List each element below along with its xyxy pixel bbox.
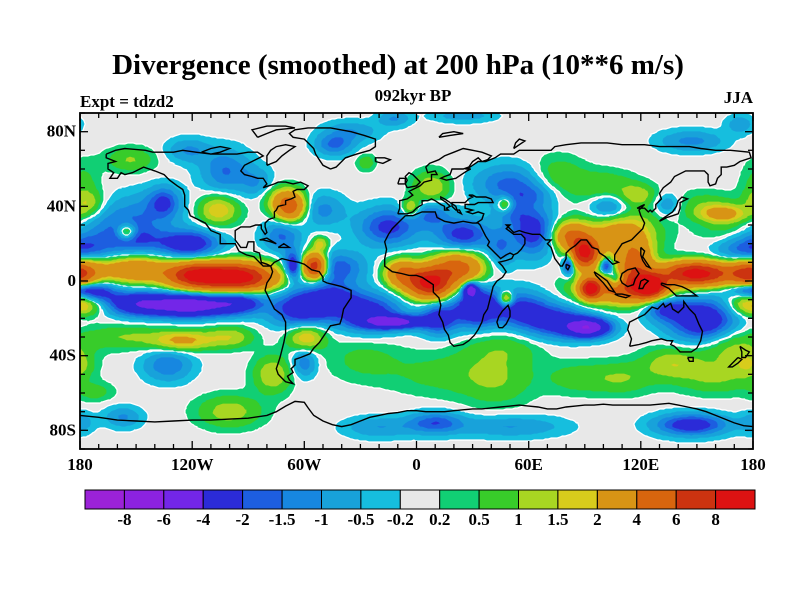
svg-text:4: 4 — [633, 510, 642, 529]
svg-text:0: 0 — [412, 455, 421, 474]
svg-text:180: 180 — [67, 455, 93, 474]
svg-text:Expt = tdzd2: Expt = tdzd2 — [80, 92, 174, 111]
svg-text:180: 180 — [740, 455, 766, 474]
svg-text:40S: 40S — [50, 346, 76, 365]
svg-text:-1: -1 — [314, 510, 328, 529]
svg-text:-0.5: -0.5 — [347, 510, 374, 529]
svg-text:0: 0 — [68, 271, 77, 290]
svg-text:8: 8 — [711, 510, 720, 529]
svg-text:0.2: 0.2 — [429, 510, 450, 529]
svg-text:80N: 80N — [47, 122, 77, 141]
svg-text:120E: 120E — [622, 455, 659, 474]
svg-text:-2: -2 — [236, 510, 250, 529]
svg-text:1: 1 — [514, 510, 523, 529]
svg-text:60W: 60W — [287, 455, 321, 474]
svg-text:80S: 80S — [50, 420, 76, 439]
svg-text:0.5: 0.5 — [468, 510, 489, 529]
svg-text:120W: 120W — [171, 455, 214, 474]
svg-text:-1.5: -1.5 — [269, 510, 296, 529]
svg-text:092kyr BP: 092kyr BP — [375, 86, 452, 105]
svg-text:60E: 60E — [515, 455, 543, 474]
svg-text:1.5: 1.5 — [547, 510, 568, 529]
svg-text:JJA: JJA — [724, 88, 754, 107]
svg-text:40N: 40N — [47, 196, 77, 215]
svg-text:-6: -6 — [157, 510, 171, 529]
svg-text:6: 6 — [672, 510, 681, 529]
svg-text:-4: -4 — [196, 510, 211, 529]
svg-text:2: 2 — [593, 510, 602, 529]
svg-text:-8: -8 — [117, 510, 131, 529]
svg-text:-0.2: -0.2 — [387, 510, 414, 529]
svg-text:Divergence (smoothed) at 200 h: Divergence (smoothed) at 200 hPa (10**6 … — [112, 49, 684, 81]
